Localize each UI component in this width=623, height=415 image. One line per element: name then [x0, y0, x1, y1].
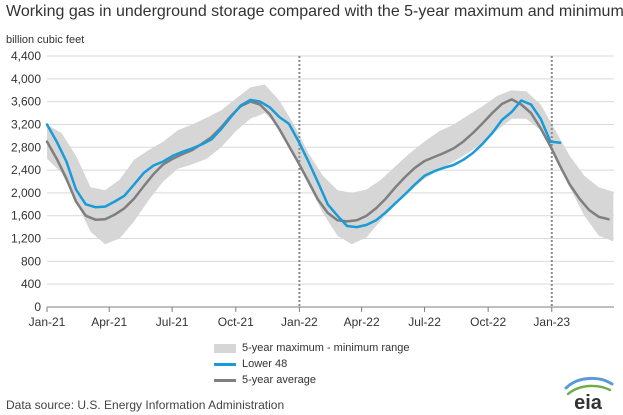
legend-average-label: 5-year average — [242, 374, 316, 386]
x-tick-label: Jan-21 — [29, 315, 66, 329]
average-line — [45, 98, 610, 223]
logo-wordmark: eia — [574, 392, 603, 412]
grid-lines — [47, 55, 614, 285]
y-tick-label: 4,000 — [11, 72, 41, 86]
x-tick-label: Jul-22 — [408, 315, 441, 329]
y-axis-unit-label: billion cubic feet — [6, 34, 85, 46]
x-tick-label: Jan-23 — [533, 315, 570, 329]
legend: 5-year maximum - minimum range Lower 48 … — [214, 340, 409, 388]
y-tick-label: 3,600 — [11, 95, 41, 109]
eia-logo: eia — [564, 377, 614, 412]
chart-title: Working gas in underground storage compa… — [6, 3, 623, 20]
x-tick-label: Oct-21 — [218, 315, 254, 329]
x-tick-label: Jan-22 — [281, 315, 318, 329]
range-band — [47, 84, 614, 245]
logo-arc-green — [566, 384, 612, 396]
storage-chart: 0 400 800 1,200 1,600 2,000 2,400 2,800 3,200 3,6… — [11, 49, 614, 329]
y-tick-label: 4,400 — [11, 49, 41, 63]
y-tick-label: 400 — [21, 277, 41, 291]
y-tick-label: 2,000 — [11, 186, 41, 200]
legend-item-average: 5-year average — [214, 372, 409, 388]
series-lines — [45, 98, 610, 229]
legend-range-label: 5-year maximum - minimum range — [242, 342, 410, 354]
data-source-note: Data source: U.S. Energy Information Adm… — [6, 398, 285, 412]
x-tick-label: Apr-22 — [344, 315, 380, 329]
y-tick-label: 800 — [21, 254, 41, 268]
y-tick-label: 2,800 — [11, 140, 41, 154]
legend-item-lower48: Lower 48 — [214, 356, 409, 372]
y-tick-label: 1,200 — [11, 232, 41, 246]
x-tick-label: Jul-21 — [156, 315, 189, 329]
range-band-layer — [47, 84, 614, 245]
y-tick-label: 3,200 — [11, 117, 41, 131]
y-tick-label: 0 — [34, 300, 41, 314]
lower48-line — [45, 98, 562, 229]
logo-arc-blue — [564, 377, 614, 390]
axes: 0 400 800 1,200 1,600 2,000 2,400 2,800 3,200 3,6… — [11, 49, 614, 329]
legend-lower48-label: Lower 48 — [242, 358, 288, 370]
range-swatch — [214, 343, 236, 353]
x-tick-label: Oct-22 — [470, 315, 506, 329]
year-divider-lines — [298, 56, 553, 307]
average-swatch — [214, 378, 236, 382]
y-tick-label: 2,400 — [11, 163, 41, 177]
legend-item-range: 5-year maximum - minimum range — [214, 340, 409, 356]
lower48-swatch — [214, 362, 236, 366]
y-tick-label: 1,600 — [11, 209, 41, 223]
x-tick-label: Apr-21 — [91, 315, 127, 329]
